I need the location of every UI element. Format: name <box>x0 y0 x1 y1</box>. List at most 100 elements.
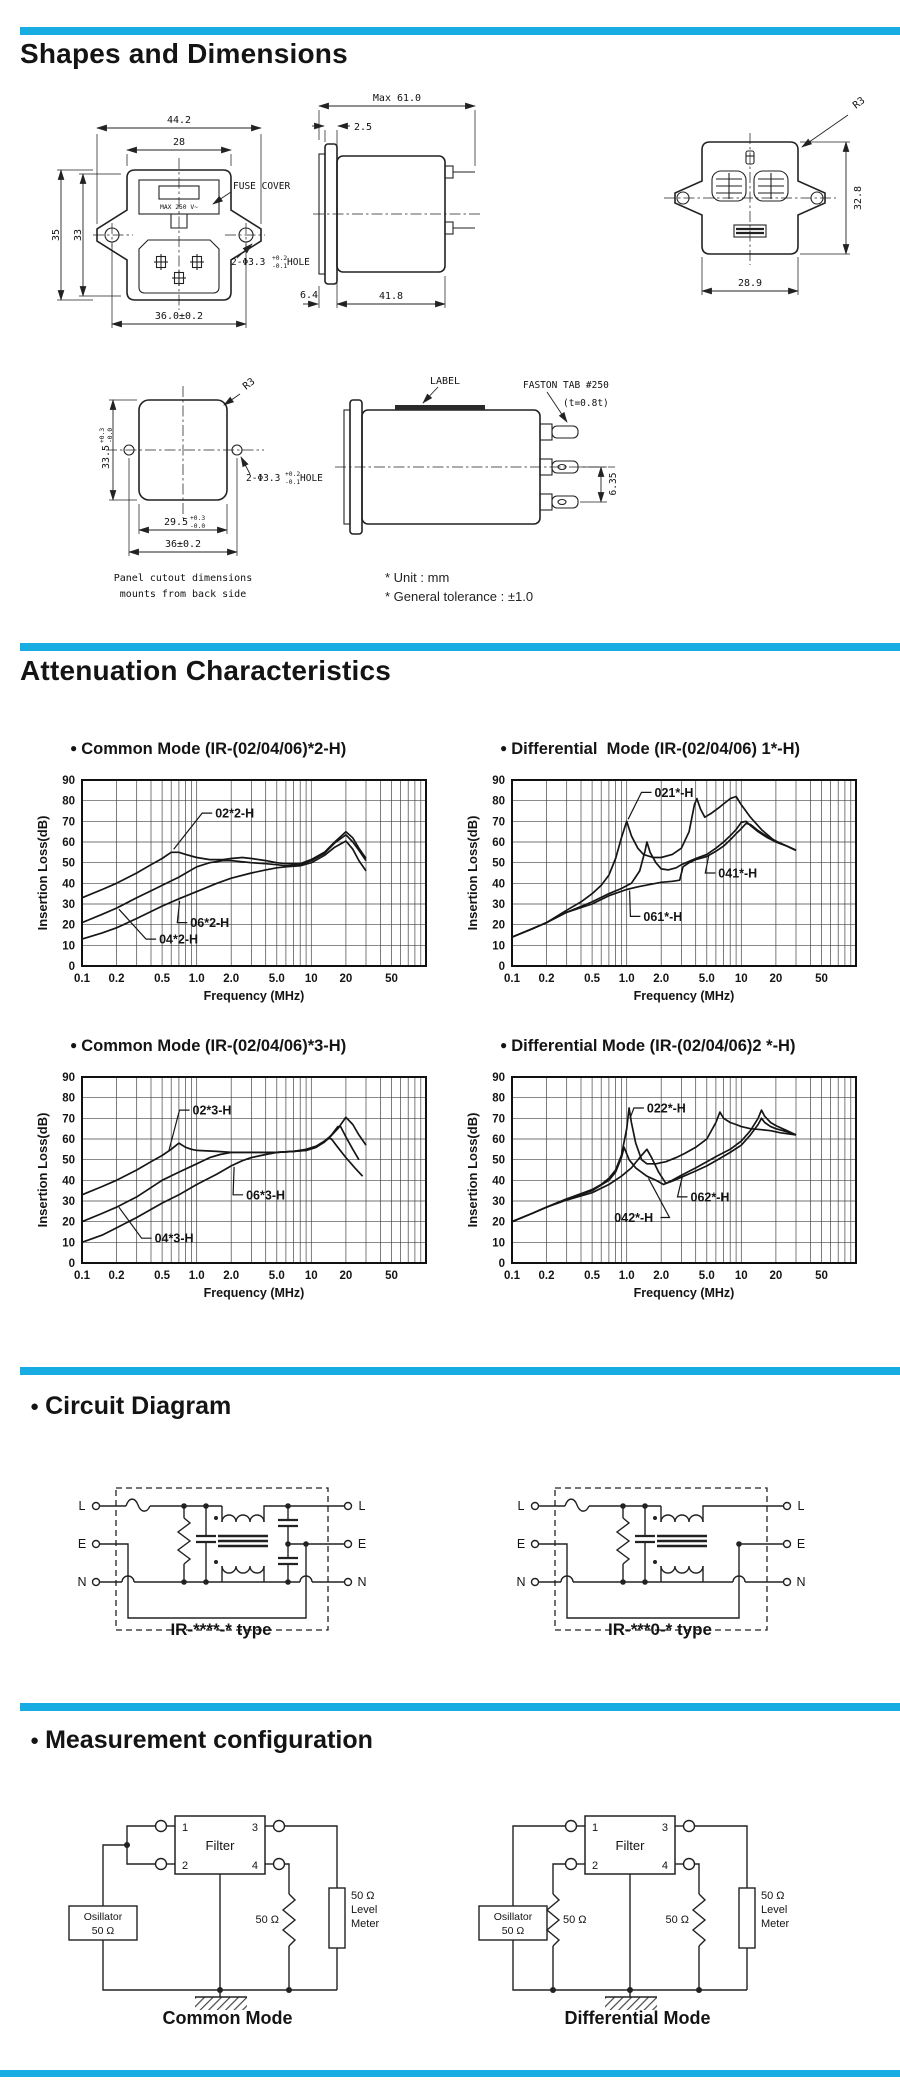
x-tick: 1.0 <box>619 1270 635 1282</box>
series-061*-H <box>511 822 797 938</box>
svg-text:HOLE: HOLE <box>287 257 310 268</box>
terminal-E-left: E <box>78 1537 86 1551</box>
x-tick: 0.5 <box>154 1270 171 1282</box>
y-tick: 60 <box>492 837 505 849</box>
measurement-caption-common: Common Mode <box>162 2008 293 2028</box>
x-tick: 20 <box>340 1270 353 1282</box>
faston-tabs-rear <box>711 170 789 202</box>
y-tick: 80 <box>62 796 75 808</box>
y-tick: 40 <box>492 1175 505 1187</box>
dim-36: 36±0.2 <box>165 539 201 550</box>
resistor-icon <box>281 1893 297 1947</box>
terminal-N-left: N <box>516 1575 525 1589</box>
filter-boundary <box>554 1487 768 1631</box>
series-062*-H <box>511 1117 797 1223</box>
chart-canvas: 0 10 20 30 40 50 60 70 80 90 0.1 0.2 0.5 1.0 2.0 5.0 10 2… <box>460 765 885 1010</box>
tab-thickness: (t=0.8t) <box>563 398 609 409</box>
chart-svg-common-mode-x3: 0 10 20 30 40 50 60 70 80 90 0.1 0.2 0.5 1.0 2.0 5.0 10 2… <box>35 1072 427 1300</box>
y-tick: 40 <box>62 1175 75 1187</box>
y-tick: 90 <box>62 1072 75 1084</box>
x-tick: 1.0 <box>189 973 205 985</box>
radius-r3-label: R3 <box>851 95 867 111</box>
dim-33-5: 33.5 +0.3 -0.0 <box>99 428 114 469</box>
oscillator-box <box>478 1905 548 1941</box>
y-tick: 10 <box>492 940 505 952</box>
terminal-N-left: N <box>77 1575 86 1589</box>
level-meter-box <box>328 1887 346 1949</box>
filter-boundary <box>115 1487 329 1631</box>
section-title-measurement: ● Measurement configuration <box>30 1726 373 1754</box>
x-axis-label: Frequency (MHz) <box>204 1286 305 1300</box>
front-view-drawing: MAX 250 V~ 44.2 28 35 33 36.0±0.2 FUSE C… <box>51 115 310 328</box>
x-tick: 1.0 <box>189 1270 205 1282</box>
y-tick: 0 <box>69 1258 75 1270</box>
y-tick: 20 <box>492 920 505 932</box>
y-tick: 80 <box>492 1093 505 1105</box>
circuit-diagram-full: L E N L E N <box>77 1487 367 1631</box>
resistor-icon <box>176 1517 192 1565</box>
y-tick: 60 <box>492 1134 505 1146</box>
meter-label-1: Level <box>351 1904 377 1916</box>
section-title-circuit: ● Circuit Diagram <box>30 1392 232 1420</box>
series-06*3-H <box>81 1137 364 1244</box>
y-tick: 20 <box>62 1217 75 1229</box>
y-tick: 40 <box>62 878 75 890</box>
faston-tab-label: FASTON TAB #250 <box>523 380 609 391</box>
x-tick: 20 <box>770 1270 783 1282</box>
ground-icon <box>605 1997 657 2010</box>
cutout-caption-1: Panel cutout dimensions <box>114 573 252 584</box>
y-tick: 30 <box>62 899 75 911</box>
chart-title: ● Differential Mode (IR-(02/04/06) 1*-H) <box>500 740 801 758</box>
y-tick: 0 <box>499 1258 505 1270</box>
x-axis-label: Frequency (MHz) <box>204 989 305 1003</box>
y-tick: 50 <box>492 858 505 870</box>
x-tick: 2.0 <box>223 1270 239 1282</box>
load-resistor-label: 50 Ω <box>255 1914 279 1926</box>
section-title-attenuation: Attenuation Characteristics <box>20 655 392 686</box>
y-tick: 90 <box>492 1072 505 1084</box>
meter-impedance: 50 Ω <box>761 1890 785 1902</box>
x-tick: 0.2 <box>539 1270 555 1282</box>
ground-icon <box>195 1997 247 2010</box>
section-title-shapes: Shapes and Dimensions <box>20 38 348 69</box>
dim-28: 28 <box>173 137 185 148</box>
note-unit: * Unit : mm <box>385 570 450 585</box>
y-tick: 70 <box>62 816 75 828</box>
y-tick: 70 <box>62 1113 75 1125</box>
y-tick: 60 <box>62 837 75 849</box>
x-tick: 20 <box>340 973 353 985</box>
filter-label: Filter <box>616 1838 646 1853</box>
pin-3: 3 <box>662 1822 668 1834</box>
series-02*3-H <box>81 1116 367 1196</box>
filter-box <box>174 1815 266 1875</box>
dim-32-8: 32.8 <box>853 186 864 210</box>
y-tick: 30 <box>492 899 505 911</box>
x-tick: 0.2 <box>109 973 125 985</box>
y-axis-label: Insertion Loss(dB) <box>35 1113 50 1228</box>
y-tick: 90 <box>492 775 505 787</box>
x-tick: 0.1 <box>504 973 521 985</box>
circuit-caption-full: IR-****-* type <box>170 1620 272 1639</box>
bullet-icon: ● <box>30 1732 40 1749</box>
oscillator-impedance: 50 Ω <box>92 1925 115 1937</box>
faston-tabs-side <box>539 423 579 511</box>
y-tick: 60 <box>62 1134 75 1146</box>
pin-1: 1 <box>592 1822 598 1834</box>
note-tolerance: * General tolerance : ±1.0 <box>385 589 534 604</box>
terminal-L-left: L <box>79 1499 86 1513</box>
y-axis-label: Insertion Loss(dB) <box>465 816 480 931</box>
input-resistor-label: 50 Ω <box>563 1914 587 1926</box>
pin-1: 1 <box>182 1822 188 1834</box>
y-tick: 50 <box>62 1155 75 1167</box>
dim-28-9: 28.9 <box>738 278 762 289</box>
y-tick: 30 <box>62 1196 75 1208</box>
y-tick: 80 <box>492 796 505 808</box>
svg-text:-0.1: -0.1 <box>285 479 300 486</box>
dim-36-02: 36.0±0.2 <box>155 311 203 322</box>
dim-33: 33 <box>73 229 84 241</box>
x-tick: 50 <box>815 1270 828 1282</box>
x-tick: 10 <box>735 973 748 985</box>
circuit-diagram-no-ycap: L E N L E N <box>516 1487 806 1631</box>
product-label-bar <box>395 405 485 410</box>
svg-text:+0.2: +0.2 <box>285 471 300 478</box>
